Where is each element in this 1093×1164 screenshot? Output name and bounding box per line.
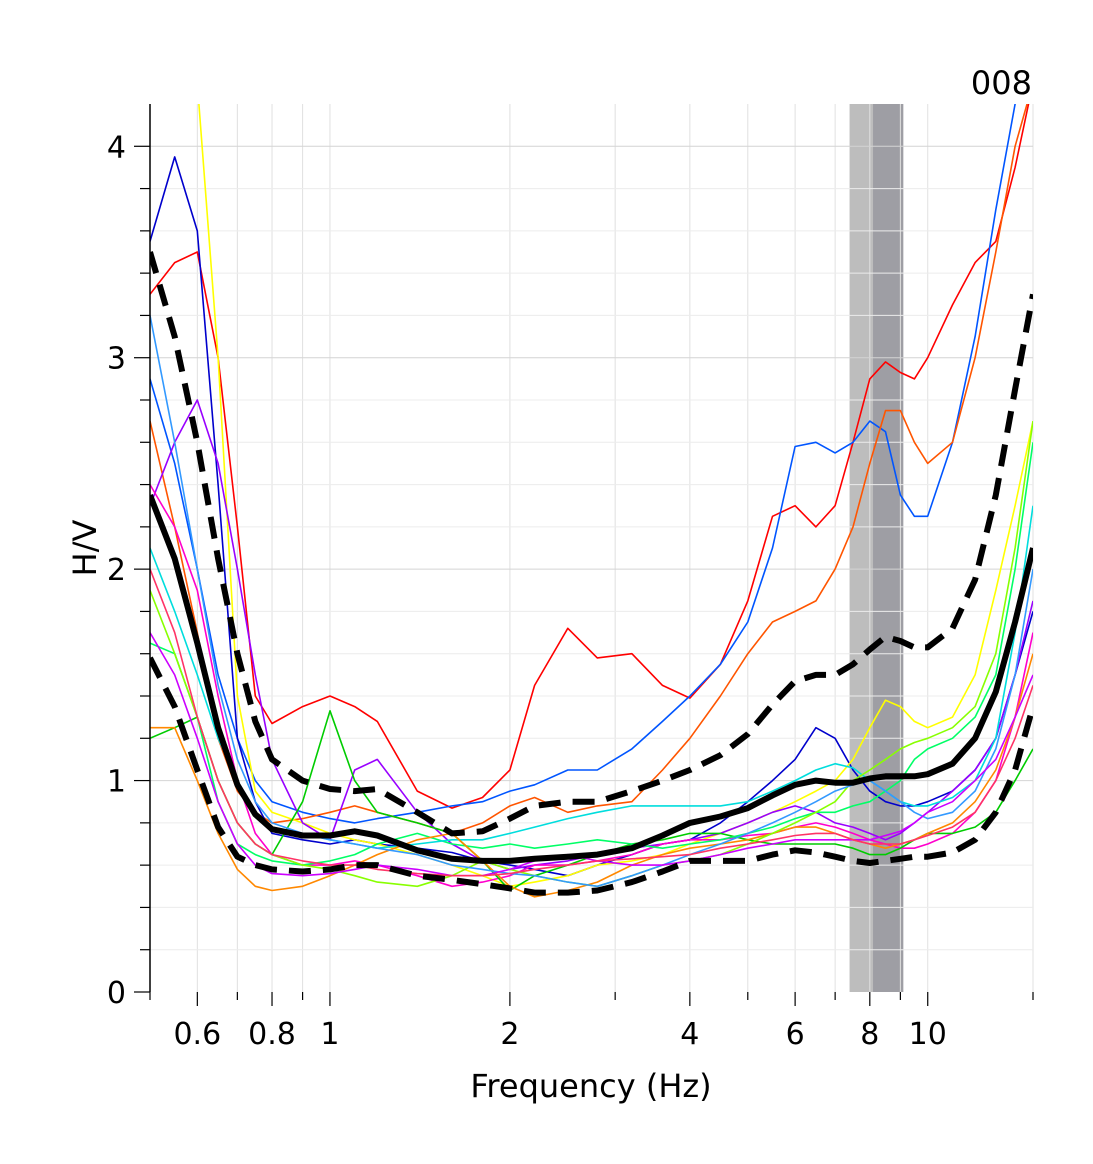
std-minus-curve bbox=[150, 656, 1033, 896]
x-tick-label: 0.6 bbox=[173, 1017, 221, 1052]
peak-frequency-band bbox=[849, 104, 904, 992]
y-tick-label: 0 bbox=[107, 976, 126, 1011]
std-plus-curve bbox=[150, 251, 1033, 837]
x-axis-title: Frequency (Hz) bbox=[470, 1067, 711, 1105]
y-tick-label: 4 bbox=[107, 130, 126, 165]
x-tick-label: 6 bbox=[786, 1017, 805, 1052]
x-tick-label: 1 bbox=[320, 1017, 339, 1052]
grid bbox=[149, 104, 1034, 992]
window-curve-13 bbox=[150, 315, 1033, 888]
statistic-curves bbox=[150, 251, 1033, 896]
y-tick-label: 3 bbox=[107, 342, 126, 377]
window-curve-1 bbox=[150, 104, 1030, 809]
window-curve-9 bbox=[150, 442, 1033, 866]
y-tick-label: 2 bbox=[107, 553, 126, 588]
x-tick-label: 10 bbox=[909, 1017, 947, 1052]
y-tick-label: 1 bbox=[107, 765, 126, 800]
y-axis-title: H/V bbox=[66, 520, 104, 577]
x-tick-label: 2 bbox=[500, 1017, 519, 1052]
mean-curve bbox=[150, 494, 1033, 864]
x-tick-label: 0.8 bbox=[248, 1017, 296, 1052]
ticks: 0.6 0.8 1 2 4 6 8 10 0 1 2 3 4 bbox=[107, 130, 1034, 1052]
window-curve-14 bbox=[150, 632, 1033, 877]
x-tick-label: 4 bbox=[680, 1017, 699, 1052]
chart-title: 008 bbox=[971, 64, 1032, 102]
window-curve-15 bbox=[150, 568, 1033, 877]
window-curve-2 bbox=[150, 104, 1016, 824]
x-tick-label: 8 bbox=[860, 1017, 879, 1052]
